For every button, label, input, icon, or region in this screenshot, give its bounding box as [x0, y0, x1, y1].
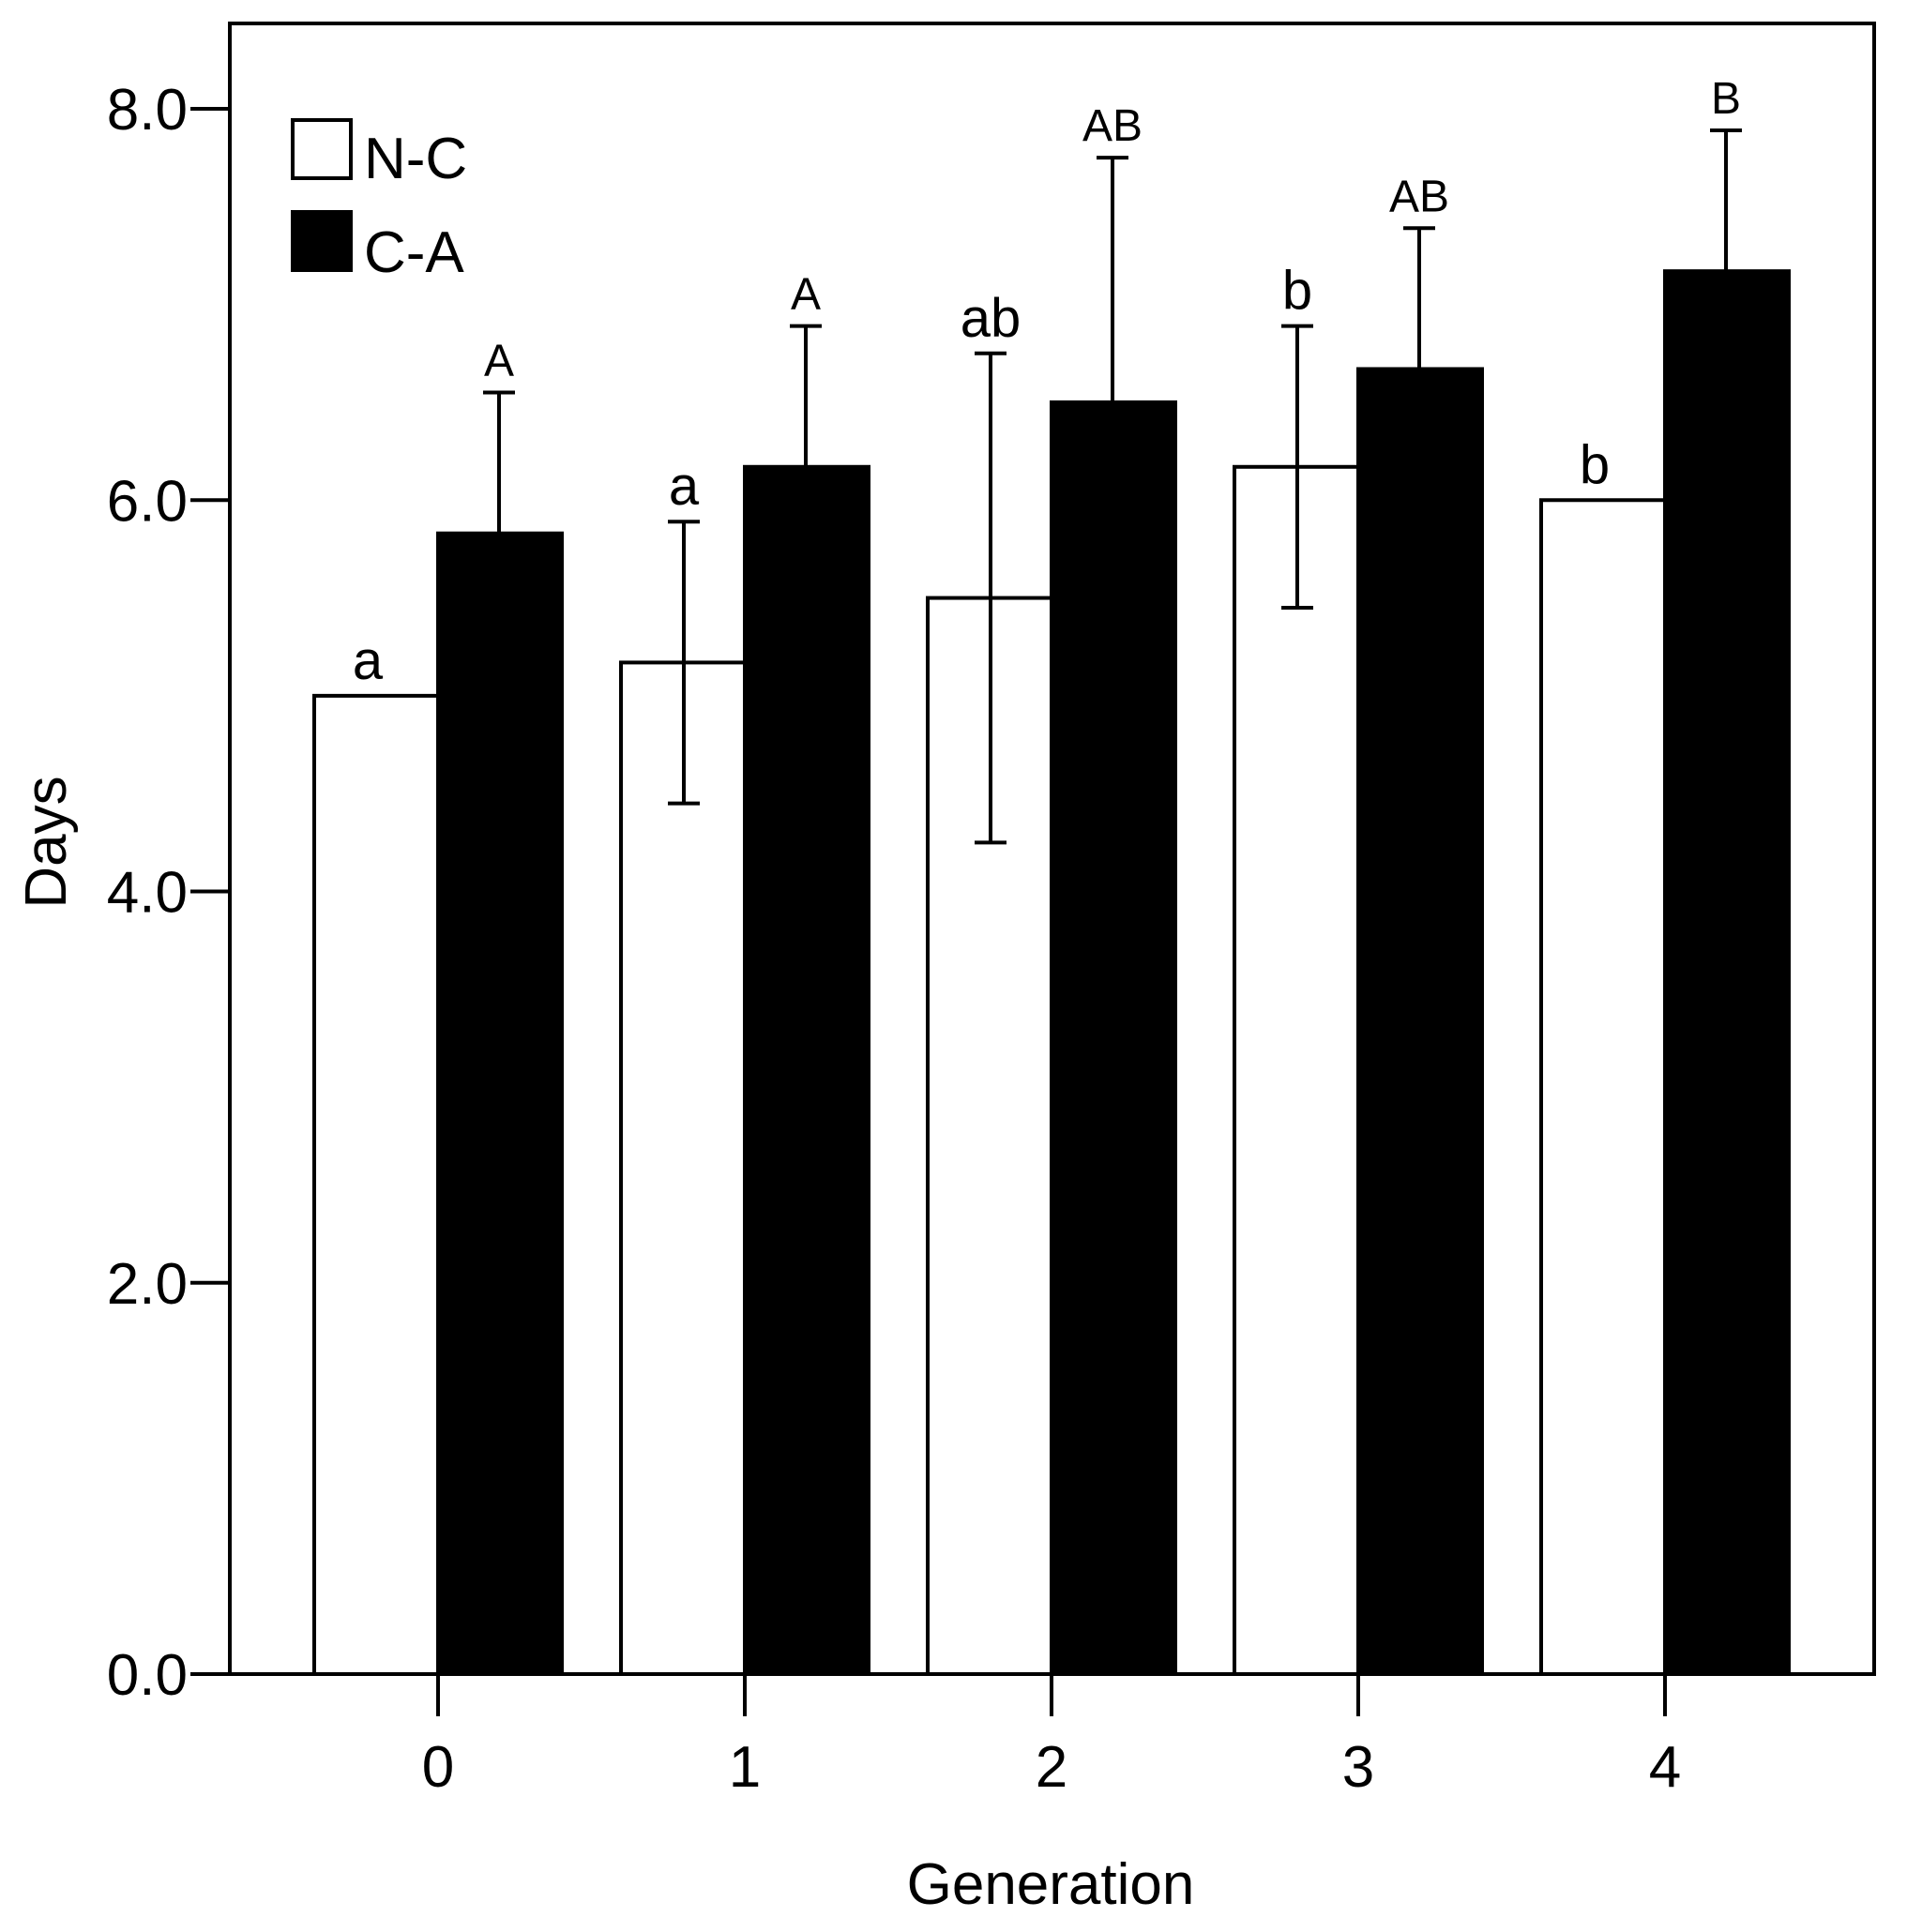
x-axis-label: Generation — [907, 1852, 1195, 1917]
bar-n-c-gen-3 — [1233, 464, 1360, 1677]
x-tick-label: 1 — [729, 1735, 761, 1800]
significance-letter: AB — [1389, 172, 1449, 221]
y-tick-label: 8.0 — [107, 78, 188, 143]
y-tick-label: 0.0 — [107, 1643, 188, 1708]
significance-letter: a — [669, 456, 700, 517]
y-tick-label: 4.0 — [107, 861, 188, 926]
x-tick-label: 2 — [1036, 1735, 1067, 1800]
significance-letters: a a ab b b A A AB AB B — [353, 74, 1741, 691]
error-bars — [483, 128, 1742, 845]
legend: N-C C-A — [291, 118, 467, 285]
significance-letter: b — [1580, 434, 1610, 495]
significance-letter: A — [484, 337, 514, 386]
bar-n-c-gen-0 — [312, 693, 440, 1676]
y-tick-label: 6.0 — [107, 469, 188, 534]
x-tick-label: 0 — [422, 1735, 454, 1800]
y-tick-label: 2.0 — [107, 1252, 188, 1317]
legend-label-n-c: N-C — [364, 127, 467, 191]
y-axis: 0.0 2.0 4.0 6.0 8.0 — [107, 78, 230, 1708]
significance-letter: a — [353, 630, 384, 691]
significance-letter: AB — [1082, 101, 1143, 151]
x-tick-label: 3 — [1342, 1735, 1374, 1800]
x-tick-label: 4 — [1649, 1735, 1681, 1800]
bar-c-a-gen-3 — [1356, 367, 1484, 1677]
y-axis-label: Days — [14, 776, 79, 908]
bars — [312, 269, 1791, 1677]
bar-c-a-gen-2 — [1050, 400, 1177, 1676]
bar-n-c-gen-4 — [1539, 498, 1667, 1676]
significance-letter: b — [1282, 261, 1312, 322]
significance-letter: B — [1711, 74, 1741, 124]
x-axis: 0 1 2 3 4 — [422, 1674, 1681, 1800]
legend-swatch-c-a — [291, 210, 353, 272]
significance-letter: ab — [961, 288, 1022, 349]
bar-c-a-gen-0 — [436, 531, 564, 1676]
bar-c-a-gen-1 — [743, 464, 870, 1677]
significance-letter: A — [791, 270, 821, 320]
bar-n-c-gen-1 — [619, 660, 747, 1677]
legend-swatch-n-c — [291, 118, 353, 180]
bar-c-a-gen-4 — [1663, 269, 1791, 1677]
legend-label-c-a: C-A — [364, 220, 464, 285]
